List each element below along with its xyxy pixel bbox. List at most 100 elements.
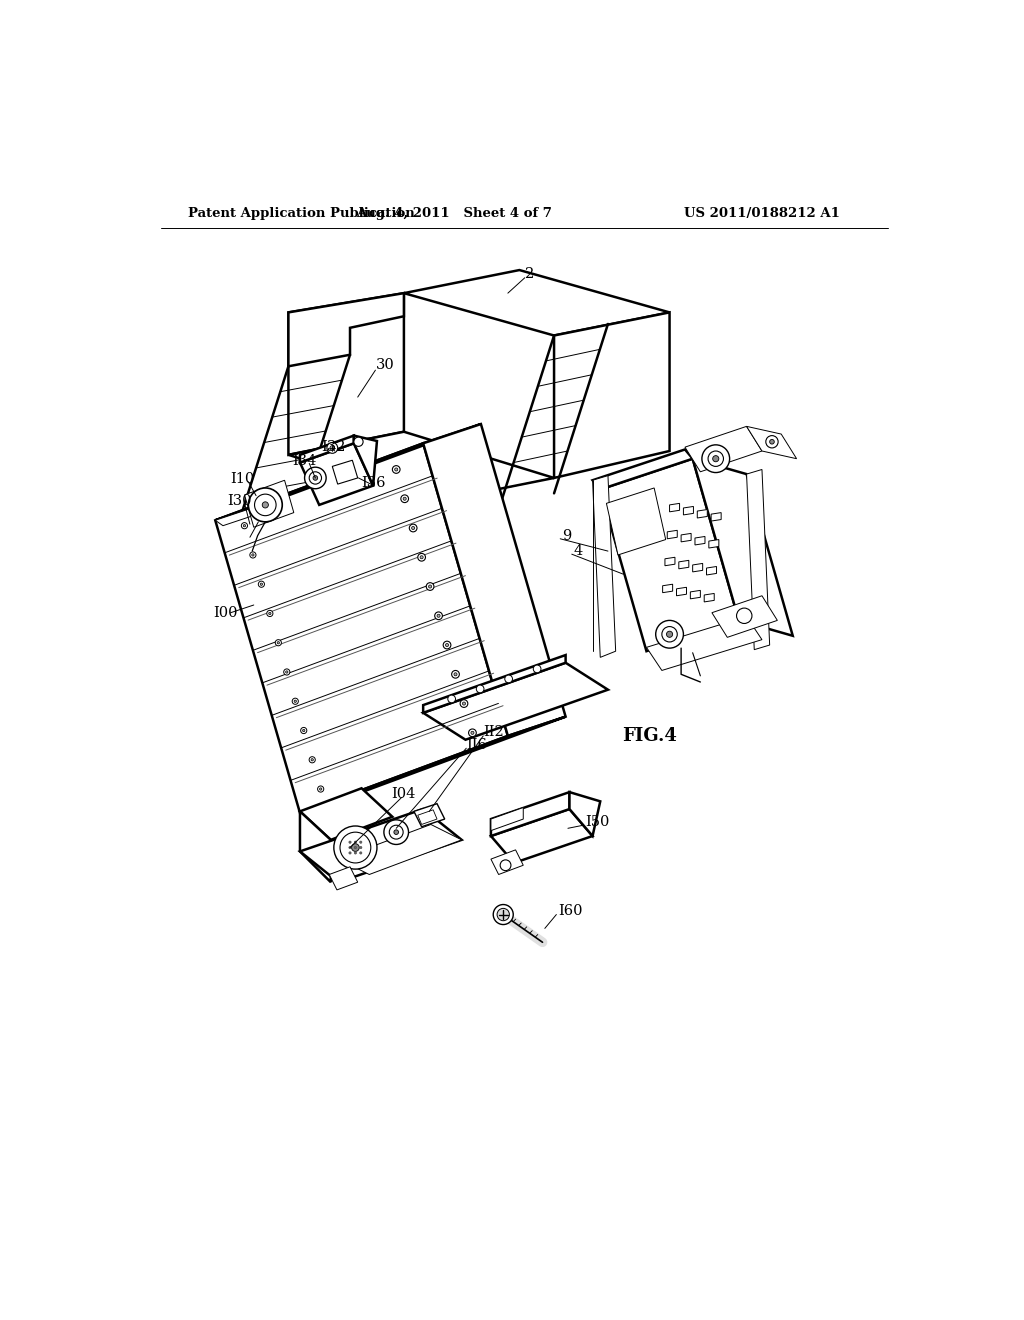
Circle shape bbox=[349, 841, 351, 843]
Circle shape bbox=[330, 446, 335, 450]
Circle shape bbox=[400, 495, 409, 503]
Circle shape bbox=[403, 498, 407, 500]
Polygon shape bbox=[490, 809, 593, 863]
Polygon shape bbox=[692, 564, 702, 572]
Circle shape bbox=[284, 669, 290, 675]
Circle shape bbox=[500, 859, 511, 871]
Polygon shape bbox=[685, 426, 762, 471]
Text: US 2011/0188212 A1: US 2011/0188212 A1 bbox=[684, 207, 840, 220]
Circle shape bbox=[309, 471, 322, 484]
Circle shape bbox=[349, 846, 351, 849]
Text: II6: II6 bbox=[466, 738, 487, 752]
Text: I30: I30 bbox=[226, 494, 251, 508]
Circle shape bbox=[494, 904, 513, 924]
Polygon shape bbox=[354, 436, 377, 486]
Circle shape bbox=[275, 640, 282, 645]
Circle shape bbox=[242, 523, 248, 529]
Circle shape bbox=[412, 527, 415, 529]
Polygon shape bbox=[569, 792, 600, 836]
Circle shape bbox=[286, 671, 288, 673]
Circle shape bbox=[278, 642, 280, 644]
Polygon shape bbox=[423, 663, 608, 739]
Circle shape bbox=[340, 832, 371, 863]
Polygon shape bbox=[705, 594, 714, 602]
Circle shape bbox=[460, 700, 468, 708]
Circle shape bbox=[317, 785, 324, 792]
Polygon shape bbox=[712, 595, 777, 638]
Polygon shape bbox=[414, 804, 444, 826]
Circle shape bbox=[420, 556, 423, 558]
Circle shape bbox=[497, 908, 509, 921]
Circle shape bbox=[429, 585, 432, 589]
Circle shape bbox=[313, 475, 317, 480]
Circle shape bbox=[454, 673, 457, 676]
Text: 4: 4 bbox=[573, 544, 583, 558]
Circle shape bbox=[354, 437, 364, 446]
Circle shape bbox=[354, 846, 356, 849]
Circle shape bbox=[445, 644, 449, 647]
Circle shape bbox=[249, 488, 283, 521]
Text: 30: 30 bbox=[376, 358, 394, 372]
Circle shape bbox=[334, 826, 377, 869]
Circle shape bbox=[267, 610, 273, 616]
Circle shape bbox=[250, 552, 256, 558]
Circle shape bbox=[505, 675, 512, 682]
Circle shape bbox=[667, 631, 673, 638]
Polygon shape bbox=[663, 585, 673, 593]
Polygon shape bbox=[403, 271, 670, 335]
Circle shape bbox=[418, 553, 425, 561]
Text: Patent Application Publication: Patent Application Publication bbox=[188, 207, 415, 220]
Polygon shape bbox=[300, 444, 373, 506]
Circle shape bbox=[244, 524, 246, 527]
Circle shape bbox=[701, 445, 730, 473]
Circle shape bbox=[268, 612, 271, 615]
Polygon shape bbox=[300, 788, 392, 840]
Circle shape bbox=[349, 851, 351, 854]
Polygon shape bbox=[490, 808, 523, 830]
Circle shape bbox=[359, 846, 361, 849]
Polygon shape bbox=[697, 510, 708, 517]
Polygon shape bbox=[490, 850, 523, 874]
Polygon shape bbox=[711, 512, 721, 521]
Text: FIG.4: FIG.4 bbox=[622, 727, 677, 744]
Circle shape bbox=[319, 788, 322, 791]
Polygon shape bbox=[695, 536, 705, 545]
Circle shape bbox=[443, 642, 451, 649]
Text: I04: I04 bbox=[391, 787, 415, 801]
Polygon shape bbox=[692, 459, 793, 636]
Circle shape bbox=[392, 466, 400, 474]
Circle shape bbox=[736, 609, 752, 623]
Text: I10: I10 bbox=[230, 473, 255, 487]
Text: 9: 9 bbox=[562, 529, 571, 543]
Polygon shape bbox=[418, 810, 437, 825]
Polygon shape bbox=[683, 507, 693, 515]
Circle shape bbox=[252, 554, 254, 556]
Circle shape bbox=[713, 455, 719, 462]
Polygon shape bbox=[245, 480, 294, 527]
Text: I00: I00 bbox=[214, 606, 239, 619]
Circle shape bbox=[452, 671, 460, 678]
Text: I50: I50 bbox=[585, 816, 609, 829]
Polygon shape bbox=[339, 825, 462, 874]
Circle shape bbox=[258, 581, 264, 587]
Circle shape bbox=[327, 442, 338, 453]
Circle shape bbox=[435, 612, 442, 619]
Polygon shape bbox=[300, 717, 565, 813]
Text: I32: I32 bbox=[322, 440, 346, 454]
Polygon shape bbox=[289, 293, 403, 455]
Circle shape bbox=[469, 729, 476, 737]
Circle shape bbox=[770, 440, 774, 444]
Circle shape bbox=[766, 436, 778, 447]
Circle shape bbox=[309, 756, 315, 763]
Text: I36: I36 bbox=[361, 477, 386, 490]
Polygon shape bbox=[677, 587, 686, 595]
Text: I34: I34 bbox=[292, 454, 316, 469]
Polygon shape bbox=[215, 444, 508, 813]
Circle shape bbox=[476, 685, 484, 693]
Text: 2: 2 bbox=[524, 267, 535, 281]
Polygon shape bbox=[709, 540, 719, 548]
Circle shape bbox=[311, 759, 313, 760]
Polygon shape bbox=[593, 475, 615, 657]
Polygon shape bbox=[670, 503, 680, 512]
Polygon shape bbox=[330, 867, 357, 890]
